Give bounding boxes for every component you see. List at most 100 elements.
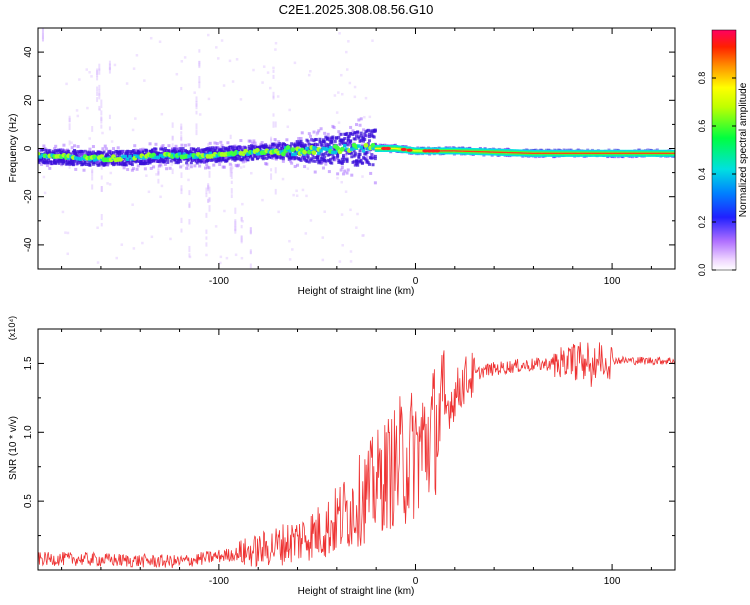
spectral-cell	[290, 142, 294, 146]
spectral-cell	[241, 220, 244, 223]
spectral-cell	[591, 155, 595, 157]
spectral-cell	[175, 147, 179, 151]
spectral-cell	[323, 131, 327, 135]
spectral-cell	[307, 132, 311, 136]
spectral-cell	[651, 149, 655, 152]
spectral-cell	[484, 148, 488, 151]
spectral-cell	[536, 149, 540, 152]
spectral-cell	[183, 56, 187, 59]
spectral-cell	[78, 157, 83, 161]
spectral-cell	[624, 154, 628, 156]
spectral-cell	[104, 147, 108, 151]
spectral-cell	[101, 147, 105, 151]
spectral-cell	[520, 153, 524, 155]
spectral-cell	[579, 154, 583, 156]
snr-frame	[37, 328, 676, 571]
spectral-cell	[503, 154, 507, 156]
spectral-cell	[121, 150, 125, 154]
spectral-cell	[533, 149, 537, 152]
spectral-cell	[404, 146, 408, 148]
spectral-cell	[340, 162, 344, 166]
spectral-cell	[180, 172, 183, 179]
spectral-cell	[648, 155, 652, 157]
spectral-cell	[627, 154, 631, 156]
spectral-cell	[207, 97, 211, 101]
spectral-cell	[40, 157, 44, 161]
spectral-cell	[152, 159, 156, 163]
spectral-cell	[334, 136, 338, 140]
spectral-cell	[345, 50, 348, 54]
spectral-cell	[330, 161, 334, 165]
spectral-cell	[418, 152, 422, 155]
spectral-cell	[100, 117, 103, 124]
spectral-cell	[638, 154, 642, 156]
spectral-cell	[40, 153, 45, 157]
spectral-cell	[390, 149, 394, 151]
spectral-cell	[572, 154, 576, 156]
spectral-cell	[173, 147, 177, 151]
spectral-cell	[82, 168, 86, 172]
spectral-cell	[631, 151, 635, 153]
spectral-cell	[67, 149, 71, 153]
spectral-cell	[428, 147, 432, 150]
spectral-cell	[189, 153, 194, 157]
spectral-cell	[161, 154, 165, 159]
spectral-cell	[229, 167, 232, 171]
spectral-cell	[665, 154, 669, 156]
spectral-cell	[115, 256, 118, 260]
spectral-cell	[165, 167, 169, 171]
spectral-cell	[291, 152, 295, 157]
spectral-cell	[506, 150, 510, 152]
spectral-cell	[631, 155, 635, 157]
spectral-cell	[491, 148, 495, 151]
spectral-cell	[98, 93, 101, 100]
spectral-cell	[461, 151, 465, 154]
spectral-cell	[180, 137, 183, 142]
spectral-cell	[311, 153, 315, 157]
spectral-cell	[107, 154, 111, 158]
spectral-cell	[344, 153, 348, 157]
spectral-cell	[250, 171, 253, 175]
spectral-cell	[68, 161, 72, 165]
spectral-cell	[631, 152, 635, 154]
spectral-cell	[528, 152, 532, 154]
spectral-cell	[63, 149, 67, 153]
spectral-cell	[198, 63, 201, 69]
spectral-cell	[277, 140, 281, 144]
spectral-cell	[426, 147, 430, 150]
spectral-cell	[424, 147, 428, 150]
spectral-cell	[502, 154, 506, 156]
spectral-cell	[593, 151, 597, 153]
spectral-cell	[509, 152, 513, 154]
spectral-cell	[472, 149, 476, 151]
colorbar-tick-label: 0.8	[697, 72, 707, 85]
spectral-cell	[272, 145, 276, 149]
spectral-cell	[278, 144, 282, 148]
spectral-cell	[558, 149, 562, 152]
spectral-cell	[373, 157, 377, 161]
spectral-cell	[653, 149, 657, 152]
spectral-cell	[91, 168, 94, 174]
spectral-cell	[473, 149, 477, 151]
spectral-cell	[620, 154, 624, 156]
spectral-cell	[609, 154, 613, 156]
spectral-cell	[667, 155, 671, 157]
spectral-cell	[349, 250, 353, 253]
spectral-cell	[470, 149, 474, 151]
spectral-cell	[213, 141, 217, 145]
spectral-cell	[566, 149, 570, 152]
colorbar-gradient	[711, 29, 737, 271]
spectral-cell	[458, 149, 462, 151]
spectral-cell	[198, 113, 202, 116]
spectral-cell	[454, 152, 458, 155]
spectral-cell	[202, 150, 206, 154]
spectral-cell	[568, 152, 572, 154]
spectral-cell	[481, 149, 485, 152]
spectral-cell	[345, 171, 349, 175]
spectral-cell	[237, 163, 241, 167]
spectral-cell	[189, 161, 193, 165]
spectral-cell	[605, 149, 609, 152]
spectral-cell	[530, 153, 534, 156]
spectral-cell	[203, 153, 208, 157]
spectral-cell	[572, 152, 576, 154]
